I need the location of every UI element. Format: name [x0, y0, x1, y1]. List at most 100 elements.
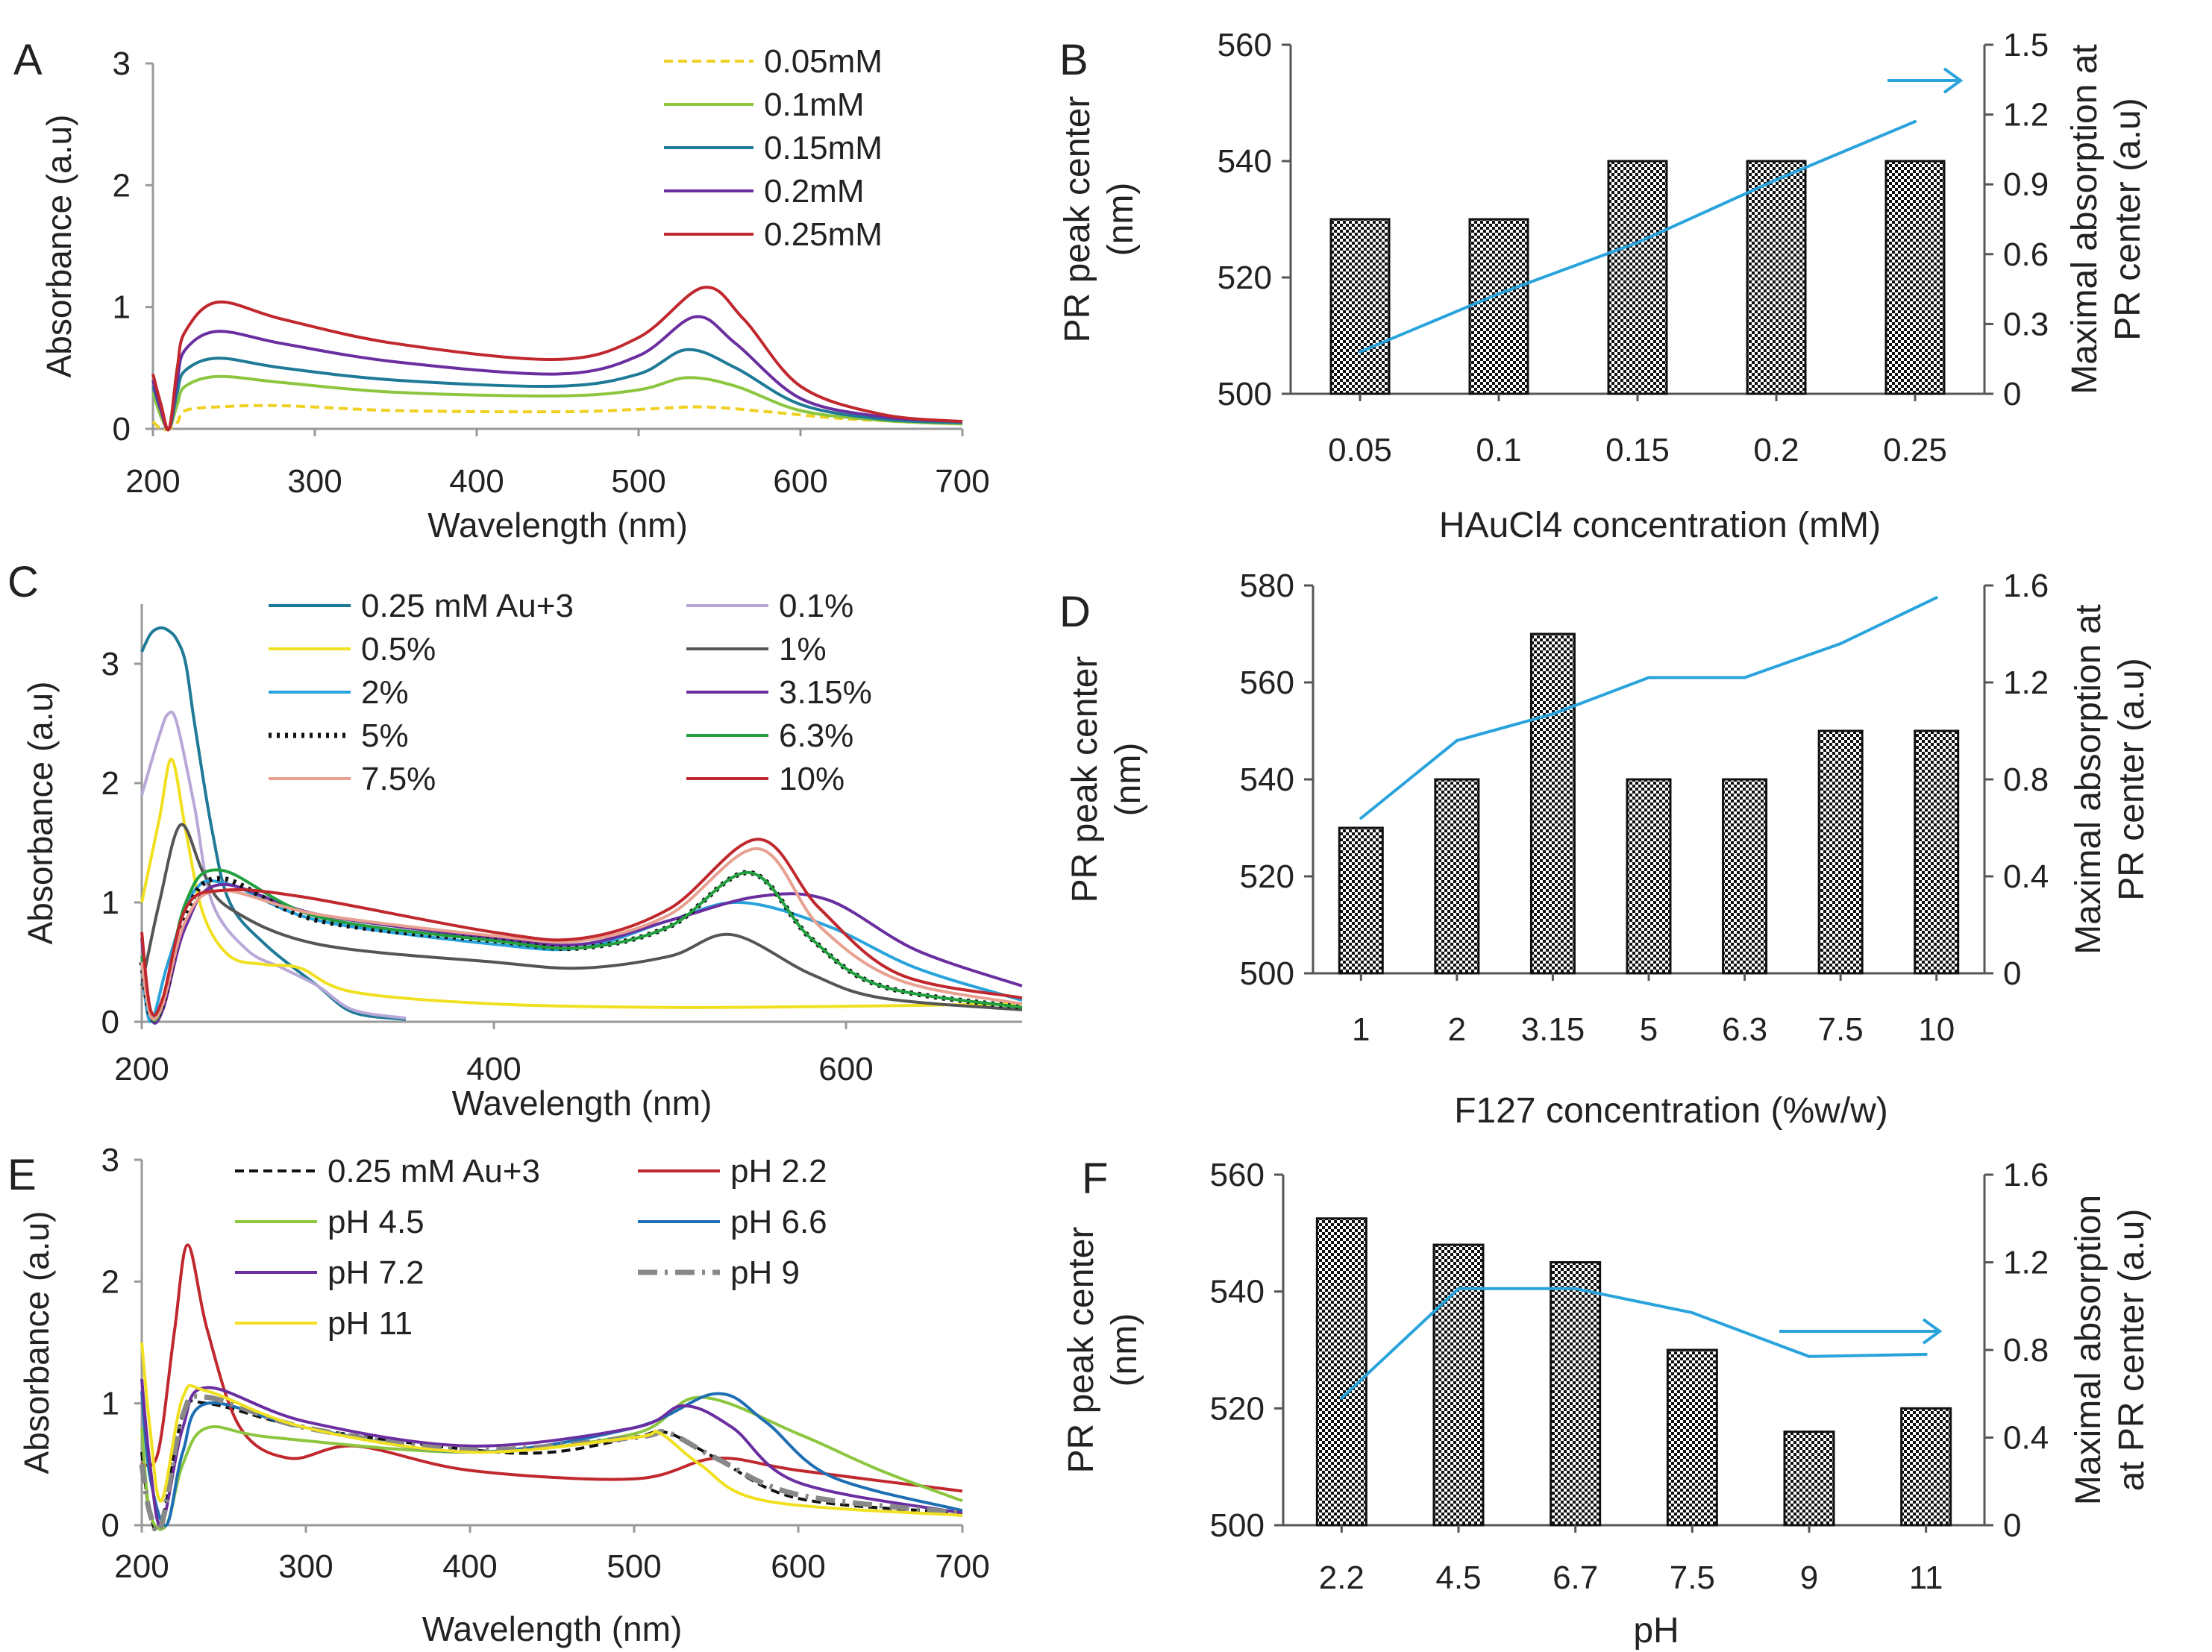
- chart-f: 500 520 540 560 0 0.4 0.8 1.2 1.6 2.2 4.5 6.7 7.5 9 11…: [1062, 1157, 2152, 1651]
- x-tick-label: 700: [935, 463, 989, 500]
- y-tick-label: 0: [101, 1507, 119, 1544]
- y2-tick-label: 0.3: [2003, 306, 2049, 342]
- legend-label-ph-9: pH 9: [730, 1254, 800, 1291]
- y-axis-label: Absorbance (a.u): [21, 682, 60, 945]
- y-axis-label-line: (nm): [1101, 183, 1141, 257]
- legend-label-0-25-mm-au-3: 0.25 mM Au+3: [361, 588, 574, 624]
- x-tick-label: 200: [114, 1051, 169, 1087]
- y2-axis-label-line: Maximal absorption: [2069, 1195, 2108, 1505]
- y-axis-label: PR peak center (nm): [1065, 656, 1148, 903]
- bar-7-5: [1666, 1348, 1718, 1527]
- series-line-2: [140, 879, 1023, 1023]
- absorption-point-7-5: [1839, 642, 1843, 645]
- legend-label-0-25mm: 0.25mM: [764, 216, 883, 253]
- y-tick-label: 540: [1218, 143, 1272, 180]
- bar-7-5: [1817, 729, 1864, 975]
- y-tick-label: 0: [113, 411, 131, 447]
- series-line-0-05mm: [151, 403, 963, 432]
- legend-label-0-05mm: 0.05mM: [764, 43, 883, 80]
- y2-tick-label: 1.2: [2003, 665, 2049, 701]
- bar-10: [1914, 729, 1960, 975]
- x-tick-label: 400: [442, 1548, 497, 1585]
- absorption-line: [1340, 1287, 1926, 1400]
- series-line-ph-6-6: [140, 1391, 963, 1527]
- series-line-10: [140, 838, 1023, 1017]
- chart-c: 0 1 2 3 200 400 600 Wavelength (nm) Absorbance (…: [21, 588, 1023, 1122]
- y2-tick-label: 0: [2003, 1507, 2021, 1544]
- y-axis-label-line: PR peak center: [1065, 656, 1105, 903]
- y-tick-label: 1: [101, 885, 119, 921]
- y2-tick-label: 1.2: [2003, 97, 2049, 134]
- legend-label-2: 2%: [361, 674, 409, 711]
- legend-label-0-5: 0.5%: [361, 631, 436, 668]
- y-axis-label: PR peak center (nm): [1062, 1227, 1144, 1474]
- x-tick-label-0-1: 0.1: [1476, 432, 1521, 468]
- absorption-point-0-15: [1636, 241, 1639, 245]
- x-tick-label: 300: [278, 1548, 333, 1585]
- absorption-point-2: [1455, 739, 1459, 742]
- series-line-1: [140, 823, 1023, 1011]
- bar-6-3: [1722, 778, 1768, 975]
- x-tick-label-2: 2: [1448, 1011, 1466, 1048]
- y2-axis-label-line: at PR center (a.u): [2112, 1209, 2152, 1492]
- x-tick-label-10: 10: [1918, 1011, 1955, 1048]
- y-tick-label: 520: [1240, 858, 1294, 895]
- y-axis-label-line: (nm): [1105, 1313, 1144, 1387]
- y-tick-label: 520: [1210, 1390, 1265, 1427]
- x-tick-label-7-5: 7.5: [1818, 1011, 1864, 1048]
- y-tick-label: 2: [113, 167, 131, 204]
- legend-label-ph-6-6: pH 6.6: [730, 1204, 827, 1240]
- series-line-ph-2-2: [140, 1243, 963, 1493]
- x-tick-label: 600: [771, 1548, 825, 1585]
- y-tick-label: 0: [101, 1004, 119, 1040]
- legend-label-ph-11: pH 11: [328, 1305, 413, 1342]
- x-tick-label-1: 1: [1352, 1011, 1370, 1048]
- series-line-ph-9: [139, 1393, 963, 1535]
- y-tick-label: 560: [1210, 1157, 1265, 1193]
- chart-a: 0 1 2 3 200 300 400 500 600 700 Wavelength (nm) Abs…: [40, 43, 990, 544]
- series-line-0-15mm: [151, 348, 963, 431]
- x-tick-label: 700: [935, 1548, 989, 1585]
- arrow-head-icon: [1922, 1318, 1943, 1345]
- x-axis-label: HAuCl4 concentration (mM): [1439, 506, 1881, 545]
- bar-2-2: [1315, 1217, 1367, 1527]
- y-axis-label-line: PR peak center: [1058, 96, 1097, 343]
- panel-label-e: E: [7, 1151, 37, 1199]
- legend-label-7-5: 7.5%: [361, 761, 436, 797]
- y-tick-label: 3: [113, 45, 131, 82]
- absorption-point-0-05: [1359, 350, 1362, 354]
- y2-tick-label: 0.9: [2003, 166, 2049, 203]
- series-line-0-25mm: [151, 286, 963, 432]
- chart-b: 500 520 540 560 0 0.3 0.6 0.9 1.2 1.5 0.05 0.1 0.15 0…: [1058, 27, 2148, 545]
- absorption-point-5: [1647, 676, 1650, 679]
- y2-tick-label: 0.4: [2003, 858, 2049, 895]
- absorption-point-6-7: [1573, 1287, 1577, 1290]
- y-axis-label: Absorbance (a.u): [40, 115, 78, 378]
- x-tick-label-0-2: 0.2: [1753, 432, 1799, 468]
- series-line-5: [139, 870, 1023, 1023]
- x-tick-label: 500: [607, 1548, 661, 1585]
- series-line-0-1mm: [151, 374, 963, 431]
- y-tick-label: 500: [1218, 376, 1272, 412]
- absorption-point-0-1: [1497, 292, 1500, 295]
- legend-label-5: 5%: [361, 717, 409, 754]
- bar-0-2: [1746, 160, 1807, 395]
- legend-label-1: 1%: [779, 631, 827, 668]
- y-axis-label: Absorbance (a.u): [17, 1211, 56, 1474]
- absorption-point-10: [1934, 596, 1938, 600]
- x-tick-label-0-25: 0.25: [1883, 432, 1947, 468]
- absorption-point-0-2: [1775, 178, 1778, 181]
- y2-axis-label: Maximal absorption at PR center (a.u): [2069, 604, 2152, 955]
- absorption-point-0-25: [1914, 119, 1917, 123]
- y2-tick-label: 1.6: [2003, 1157, 2049, 1193]
- bar-1: [1338, 826, 1384, 975]
- absorption-point-11: [1924, 1352, 1928, 1356]
- bar-6-7: [1550, 1261, 1602, 1527]
- panel-label-c: C: [7, 558, 39, 606]
- y-tick-label: 2: [101, 1263, 119, 1300]
- y2-axis-label: Maximal absorption at PR center (a.u): [2069, 1195, 2152, 1505]
- legend-label-0-1: 0.1%: [779, 588, 853, 624]
- legend-label-ph-4-5: pH 4.5: [328, 1204, 424, 1240]
- bar-9: [1783, 1430, 1835, 1527]
